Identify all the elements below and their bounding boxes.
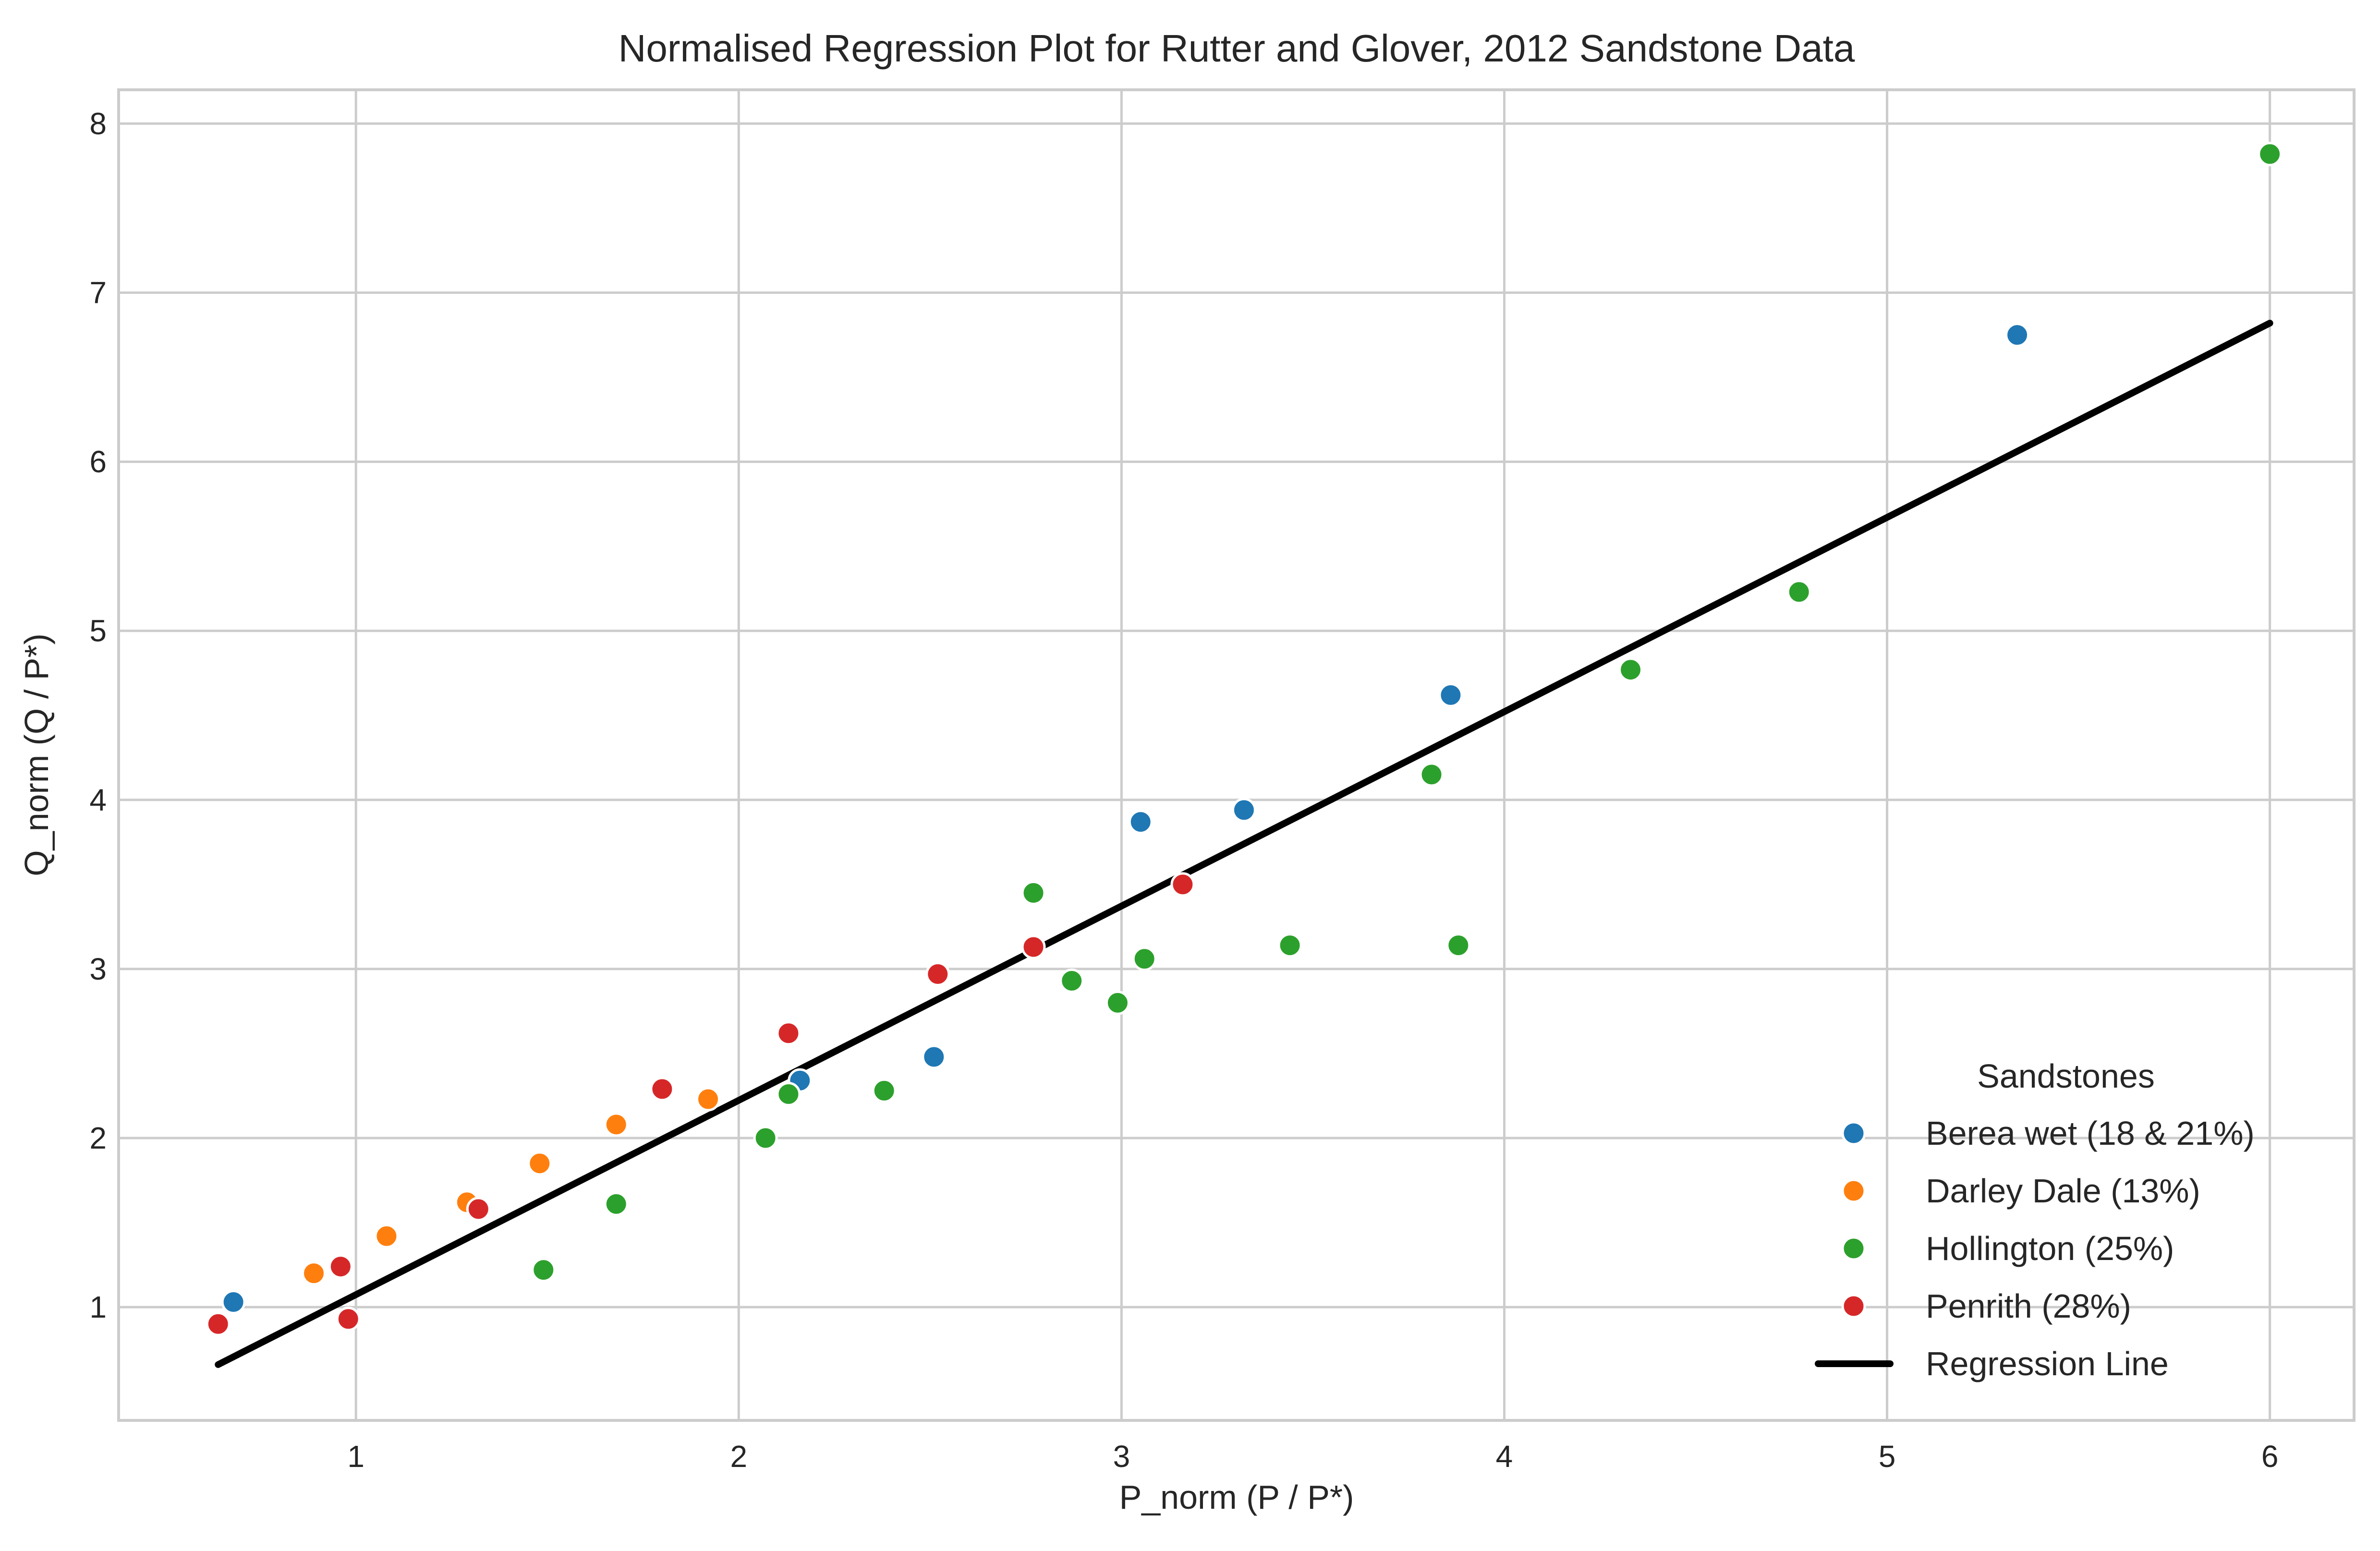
data-point bbox=[374, 1224, 399, 1248]
data-point bbox=[1132, 946, 1157, 971]
data-point bbox=[221, 1290, 246, 1315]
data-point bbox=[302, 1261, 327, 1286]
data-point bbox=[1128, 810, 1153, 835]
y-tick-label: 2 bbox=[89, 1121, 107, 1155]
legend-label: Berea wet (18 & 21%) bbox=[1926, 1115, 2255, 1152]
x-tick-label: 4 bbox=[1496, 1439, 1513, 1474]
points-layer bbox=[206, 142, 2283, 1336]
legend-label: Hollington (25%) bbox=[1926, 1230, 2174, 1267]
data-point bbox=[1021, 934, 1046, 959]
data-point bbox=[336, 1307, 361, 1332]
data-point bbox=[650, 1077, 675, 1102]
data-point bbox=[527, 1151, 552, 1176]
plot-frame bbox=[117, 88, 2356, 1422]
legend-marker bbox=[1841, 1236, 1866, 1261]
legend-marker bbox=[1841, 1294, 1866, 1319]
data-point bbox=[1059, 969, 1084, 994]
legend: Sandstones Berea wet (18 & 21%) Darley Da… bbox=[1815, 1057, 2255, 1382]
data-point bbox=[1170, 872, 1195, 897]
data-point bbox=[925, 961, 950, 986]
data-point bbox=[696, 1087, 721, 1112]
x-tick-label: 6 bbox=[2261, 1439, 2279, 1474]
x-tick-label: 1 bbox=[347, 1439, 364, 1474]
data-point bbox=[1446, 933, 1471, 958]
y-axis-label: Q_norm (Q / P*) bbox=[18, 633, 55, 876]
y-tick-label: 5 bbox=[89, 614, 107, 648]
y-tick-label: 8 bbox=[89, 106, 107, 141]
data-point bbox=[753, 1126, 778, 1151]
grid bbox=[119, 90, 2354, 1420]
y-tick-label: 3 bbox=[89, 952, 107, 986]
legend-label: Penrith (28%) bbox=[1926, 1287, 2131, 1325]
regression-line bbox=[215, 319, 2273, 1368]
data-point bbox=[1021, 880, 1046, 905]
data-point bbox=[1786, 580, 1811, 605]
x-tick-label: 5 bbox=[1879, 1439, 1896, 1474]
data-point bbox=[604, 1191, 629, 1216]
y-tick-label: 4 bbox=[89, 783, 107, 817]
data-point bbox=[2005, 323, 2030, 348]
data-point bbox=[1618, 657, 1643, 682]
data-point bbox=[2258, 142, 2283, 167]
legend-label: Regression Line bbox=[1926, 1345, 2169, 1382]
legend-marker bbox=[1841, 1178, 1866, 1203]
y-tick-label: 6 bbox=[89, 445, 107, 479]
data-point bbox=[1419, 762, 1444, 787]
chart-title: Normalised Regression Plot for Rutter an… bbox=[619, 27, 1855, 70]
regression-layer bbox=[215, 319, 2273, 1368]
data-point bbox=[776, 1081, 801, 1106]
data-point bbox=[776, 1021, 801, 1046]
x-tick-labels: 1 2 3 4 5 6 bbox=[347, 1439, 2278, 1474]
x-axis-label: P_norm (P / P*) bbox=[1119, 1478, 1354, 1516]
data-point bbox=[206, 1311, 231, 1336]
data-point bbox=[1438, 683, 1463, 708]
data-point bbox=[1231, 798, 1256, 823]
legend-title: Sandstones bbox=[1977, 1057, 2155, 1095]
legend-marker bbox=[1841, 1121, 1866, 1146]
data-point bbox=[604, 1112, 629, 1137]
data-point bbox=[531, 1258, 556, 1283]
data-point bbox=[872, 1078, 897, 1103]
x-tick-label: 2 bbox=[730, 1439, 747, 1474]
data-point bbox=[328, 1254, 353, 1279]
y-tick-label: 1 bbox=[89, 1290, 107, 1324]
data-point bbox=[922, 1044, 947, 1069]
data-point bbox=[1105, 990, 1130, 1015]
data-point bbox=[466, 1197, 491, 1222]
y-tick-label: 7 bbox=[89, 276, 107, 310]
y-tick-labels: 1 2 3 4 5 6 7 8 bbox=[89, 106, 107, 1324]
data-point bbox=[1277, 933, 1302, 958]
legend-label: Darley Dale (13%) bbox=[1926, 1172, 2200, 1210]
x-tick-label: 3 bbox=[1113, 1439, 1130, 1474]
